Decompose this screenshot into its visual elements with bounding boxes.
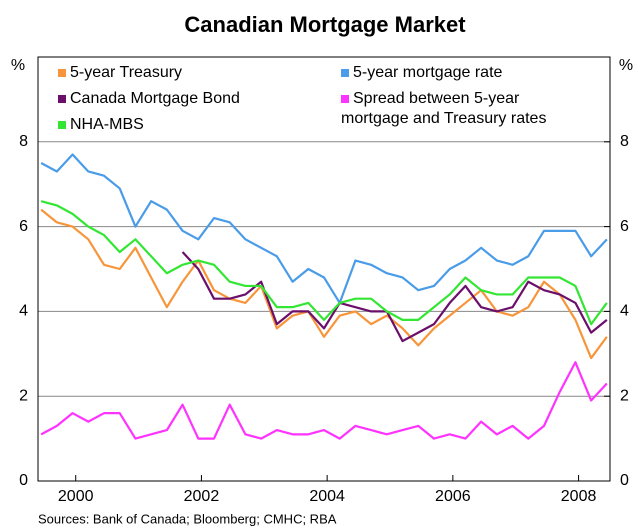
y-tick-label: 8 bbox=[19, 133, 28, 150]
legend-label: NHA-MBS bbox=[70, 116, 144, 133]
y2-tick-label: 6 bbox=[620, 218, 629, 235]
series-line bbox=[181, 251, 608, 343]
x-tick-label: 2006 bbox=[435, 488, 471, 505]
y2-tick-label: 2 bbox=[620, 387, 629, 404]
y-tick-label: 2 bbox=[19, 387, 28, 404]
y-tick-label: 6 bbox=[19, 218, 28, 235]
x-tick-label: 2002 bbox=[184, 488, 220, 505]
legend-swatch bbox=[58, 69, 66, 77]
plot-frame bbox=[37, 56, 611, 482]
legend-label: Spread between 5-year mortgage and Treasu… bbox=[341, 90, 546, 127]
y-axis-label: % bbox=[11, 57, 25, 74]
y-tick-label: 0 bbox=[19, 472, 28, 489]
series-line bbox=[40, 208, 608, 360]
y2-tick-label: 8 bbox=[620, 133, 629, 150]
y2-tick-label: 4 bbox=[620, 303, 629, 320]
legend-swatch bbox=[58, 121, 66, 129]
y-tick-label: 4 bbox=[19, 303, 28, 320]
y2-axis-label: % bbox=[619, 57, 633, 74]
legend-swatch bbox=[58, 95, 66, 103]
x-tick-label: 2004 bbox=[309, 488, 345, 505]
legend-label: Canada Mortgage Bond bbox=[70, 90, 240, 107]
chart-title: Canadian Mortgage Market bbox=[184, 12, 466, 37]
x-tick-label: 2008 bbox=[561, 488, 597, 505]
legend-swatch bbox=[341, 69, 349, 77]
series-line bbox=[40, 153, 608, 305]
legend-swatch bbox=[341, 95, 349, 103]
series-line bbox=[40, 361, 608, 440]
legend-label: 5-year mortgage rate bbox=[353, 64, 503, 81]
legend-label: 5-year Treasury bbox=[70, 64, 182, 81]
y2-tick-label: 0 bbox=[620, 472, 629, 489]
series-line bbox=[40, 200, 608, 326]
source-note: Sources: Bank of Canada; Bloomberg; CMHC… bbox=[38, 511, 337, 526]
x-tick-label: 2000 bbox=[58, 488, 94, 505]
